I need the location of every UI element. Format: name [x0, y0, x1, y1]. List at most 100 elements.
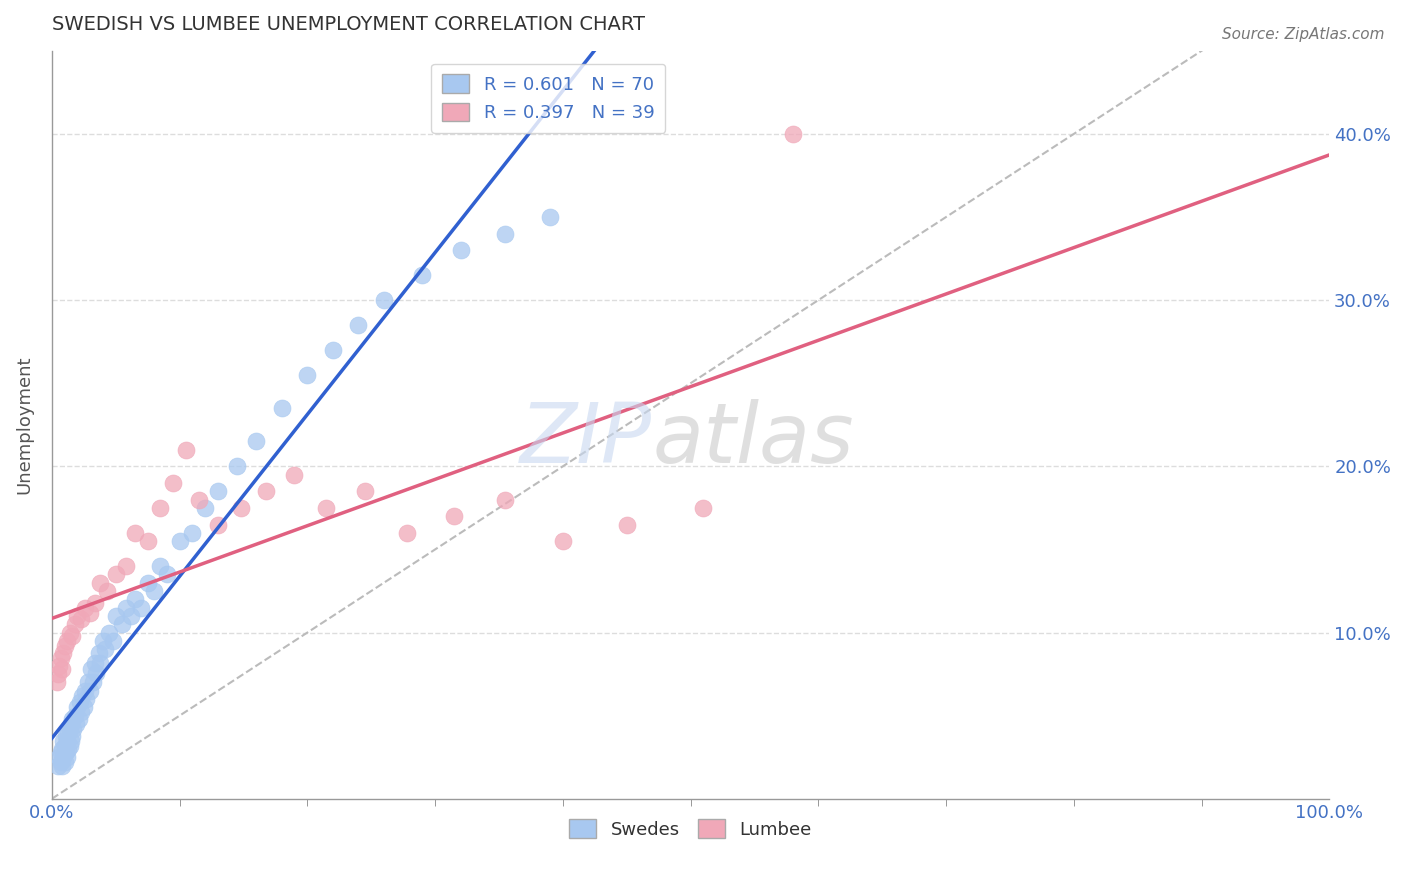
- Point: [96, 584, 118, 599]
- Point: [63, 708, 86, 723]
- Point: [91, 634, 114, 648]
- Point: [315, 500, 337, 515]
- Point: [53, 756, 76, 770]
- Point: [55, 745, 77, 759]
- Point: [347, 318, 370, 332]
- Point: [104, 609, 127, 624]
- Point: [494, 227, 516, 241]
- Point: [70, 706, 93, 720]
- Point: [283, 467, 305, 482]
- Text: atlas: atlas: [652, 400, 853, 480]
- Point: [101, 634, 124, 648]
- Point: [443, 509, 465, 524]
- Point: [58, 725, 80, 739]
- Point: [194, 500, 217, 515]
- Point: [616, 517, 638, 532]
- Point: [49, 650, 72, 665]
- Point: [59, 625, 82, 640]
- Point: [56, 634, 79, 648]
- Point: [87, 646, 110, 660]
- Point: [66, 609, 89, 624]
- Point: [245, 434, 267, 449]
- Point: [84, 596, 107, 610]
- Point: [60, 712, 83, 726]
- Point: [229, 500, 252, 515]
- Point: [207, 484, 229, 499]
- Point: [297, 368, 319, 382]
- Point: [115, 559, 138, 574]
- Point: [120, 609, 142, 624]
- Point: [207, 517, 229, 532]
- Point: [115, 600, 138, 615]
- Point: [60, 729, 83, 743]
- Point: [142, 584, 165, 599]
- Point: [450, 244, 472, 258]
- Point: [73, 700, 96, 714]
- Point: [49, 756, 72, 770]
- Point: [551, 534, 574, 549]
- Point: [52, 646, 75, 660]
- Point: [79, 683, 101, 698]
- Point: [53, 639, 76, 653]
- Text: Source: ZipAtlas.com: Source: ZipAtlas.com: [1222, 27, 1385, 42]
- Point: [174, 442, 197, 457]
- Point: [62, 722, 84, 736]
- Point: [51, 742, 73, 756]
- Point: [104, 567, 127, 582]
- Point: [149, 500, 172, 515]
- Point: [51, 758, 73, 772]
- Point: [79, 606, 101, 620]
- Point: [411, 268, 433, 283]
- Point: [782, 127, 804, 141]
- Point: [353, 484, 375, 499]
- Point: [59, 722, 82, 736]
- Point: [129, 600, 152, 615]
- Point: [73, 683, 96, 698]
- Point: [136, 575, 159, 590]
- Point: [169, 534, 191, 549]
- Point: [49, 745, 72, 759]
- Point: [52, 733, 75, 747]
- Point: [86, 665, 108, 680]
- Point: [89, 656, 111, 670]
- Point: [65, 717, 87, 731]
- Point: [373, 293, 395, 308]
- Point: [55, 729, 77, 743]
- Point: [89, 575, 111, 590]
- Point: [53, 739, 76, 753]
- Point: [59, 717, 82, 731]
- Text: ZIP: ZIP: [520, 400, 652, 480]
- Point: [181, 525, 204, 540]
- Point: [59, 739, 82, 753]
- Point: [63, 617, 86, 632]
- Text: SWEDISH VS LUMBEE UNEMPLOYMENT CORRELATION CHART: SWEDISH VS LUMBEE UNEMPLOYMENT CORRELATI…: [52, 15, 645, 34]
- Point: [70, 612, 93, 626]
- Point: [94, 642, 117, 657]
- Point: [60, 629, 83, 643]
- Point: [84, 656, 107, 670]
- Point: [75, 692, 97, 706]
- Legend: Swedes, Lumbee: Swedes, Lumbee: [562, 812, 818, 846]
- Point: [156, 567, 179, 582]
- Point: [76, 675, 98, 690]
- Point: [136, 534, 159, 549]
- Point: [66, 700, 89, 714]
- Point: [322, 343, 344, 357]
- Point: [46, 758, 69, 772]
- Point: [124, 525, 146, 540]
- Point: [254, 484, 277, 499]
- Point: [52, 750, 75, 764]
- Point: [67, 712, 90, 726]
- Point: [162, 475, 184, 490]
- Point: [149, 559, 172, 574]
- Point: [82, 675, 104, 690]
- Point: [59, 733, 82, 747]
- Point: [395, 525, 418, 540]
- Point: [51, 662, 73, 676]
- Point: [69, 695, 91, 709]
- Point: [72, 689, 94, 703]
- Point: [111, 617, 134, 632]
- Y-axis label: Unemployment: Unemployment: [15, 356, 32, 494]
- Point: [46, 667, 69, 681]
- Point: [48, 750, 70, 764]
